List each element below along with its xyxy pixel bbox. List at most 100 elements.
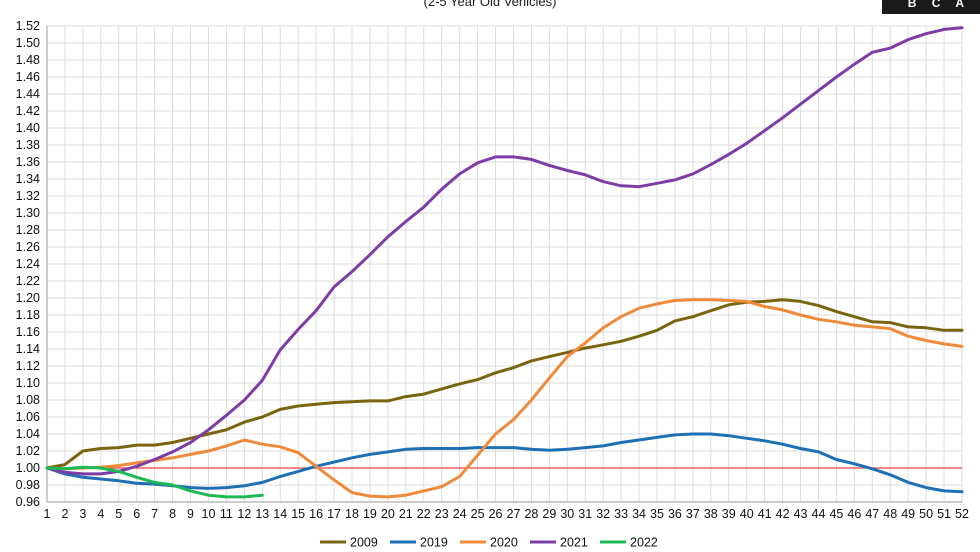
x-tick-label: 37 bbox=[686, 507, 700, 521]
x-tick-label: 47 bbox=[865, 507, 879, 521]
x-tick-label: 25 bbox=[471, 507, 485, 521]
x-tick-label: 51 bbox=[937, 507, 951, 521]
x-tick-label: 32 bbox=[596, 507, 610, 521]
y-tick-label: 1.26 bbox=[16, 240, 40, 254]
y-tick-label: 1.00 bbox=[16, 461, 40, 475]
series-line-2021 bbox=[45, 26, 964, 476]
x-tick-label: 2 bbox=[61, 507, 68, 521]
x-tick-label: 46 bbox=[847, 507, 861, 521]
x-tick-label: 50 bbox=[919, 507, 933, 521]
y-tick-label: 1.08 bbox=[16, 393, 40, 407]
y-tick-label: 1.02 bbox=[16, 444, 40, 458]
y-tick-label: 1.22 bbox=[16, 274, 40, 288]
x-tick-label: 29 bbox=[542, 507, 556, 521]
x-tick-label: 38 bbox=[704, 507, 718, 521]
legend-label-2021: 2021 bbox=[560, 536, 588, 550]
y-tick-label: 1.34 bbox=[16, 172, 40, 186]
x-tick-label: 20 bbox=[381, 507, 395, 521]
y-tick-label: 0.96 bbox=[16, 495, 40, 509]
x-tick-label: 24 bbox=[453, 507, 467, 521]
y-axis-tick-labels: 0.96 0.98 1.00 1.02 1.04 1.06 1.08 1.10 1.12 1.14… bbox=[16, 19, 40, 509]
x-tick-label: 49 bbox=[901, 507, 915, 521]
x-tick-label: 4 bbox=[97, 507, 104, 521]
y-tick-label: 1.52 bbox=[16, 19, 40, 33]
x-tick-label: 16 bbox=[309, 507, 323, 521]
series-line-2020 bbox=[45, 298, 964, 499]
legend: 2009 2019 2020 2021 2022 bbox=[320, 536, 658, 550]
chart-subtitle: (2-5 Year Old Vehicles) bbox=[423, 0, 557, 9]
y-tick-label: 1.06 bbox=[16, 410, 40, 424]
x-tick-label: 23 bbox=[435, 507, 449, 521]
x-tick-label: 7 bbox=[151, 507, 158, 521]
y-tick-label: 1.48 bbox=[16, 53, 40, 67]
x-tick-label: 10 bbox=[202, 507, 216, 521]
y-tick-label: 1.04 bbox=[16, 427, 40, 441]
x-tick-label: 22 bbox=[417, 507, 431, 521]
y-tick-label: 1.46 bbox=[16, 70, 40, 84]
x-tick-label: 8 bbox=[169, 507, 176, 521]
x-tick-label: 17 bbox=[327, 507, 341, 521]
y-tick-label: 1.12 bbox=[16, 359, 40, 373]
grid-lines bbox=[46, 25, 963, 503]
x-tick-label: 40 bbox=[740, 507, 754, 521]
x-tick-label: 33 bbox=[614, 507, 628, 521]
y-tick-label: 1.14 bbox=[16, 342, 40, 356]
y-tick-label: 1.44 bbox=[16, 87, 40, 101]
x-tick-label: 15 bbox=[291, 507, 305, 521]
series-line-2009 bbox=[45, 298, 964, 470]
series-line-2022 bbox=[45, 465, 264, 499]
y-tick-label: 1.32 bbox=[16, 189, 40, 203]
y-tick-label: 1.50 bbox=[16, 36, 40, 50]
x-tick-label: 30 bbox=[560, 507, 574, 521]
x-tick-label: 52 bbox=[955, 507, 969, 521]
x-tick-label: 41 bbox=[758, 507, 772, 521]
brand-logo: B C A bbox=[882, 0, 980, 14]
x-tick-label: 31 bbox=[578, 507, 592, 521]
x-tick-label: 27 bbox=[507, 507, 521, 521]
legend-label-2020: 2020 bbox=[490, 536, 518, 550]
x-tick-label: 6 bbox=[133, 507, 140, 521]
y-tick-label: 1.20 bbox=[16, 291, 40, 305]
y-tick-label: 1.42 bbox=[16, 104, 40, 118]
legend-label-2022: 2022 bbox=[630, 536, 658, 550]
y-tick-label: 1.28 bbox=[16, 223, 40, 237]
x-tick-label: 11 bbox=[220, 507, 233, 521]
legend-label-2019: 2019 bbox=[420, 536, 448, 550]
x-tick-label: 39 bbox=[722, 507, 736, 521]
x-tick-label: 26 bbox=[489, 507, 503, 521]
x-tick-label: 3 bbox=[79, 507, 86, 521]
legend-label-2009: 2009 bbox=[350, 536, 378, 550]
y-tick-label: 1.10 bbox=[16, 376, 40, 390]
x-tick-label: 13 bbox=[255, 507, 269, 521]
series-lines bbox=[45, 26, 964, 499]
x-tick-label: 21 bbox=[399, 507, 413, 521]
brand-logo-text: B C A bbox=[907, 0, 970, 10]
x-tick-label: 42 bbox=[776, 507, 790, 521]
y-tick-label: 1.30 bbox=[16, 206, 40, 220]
x-tick-label: 12 bbox=[237, 507, 251, 521]
x-tick-label: 43 bbox=[794, 507, 808, 521]
y-tick-label: 1.24 bbox=[16, 257, 40, 271]
x-tick-label: 34 bbox=[632, 507, 646, 521]
axes bbox=[46, 26, 962, 503]
y-tick-label: 1.40 bbox=[16, 121, 40, 135]
y-tick-label: 1.16 bbox=[16, 325, 40, 339]
x-tick-label: 35 bbox=[650, 507, 664, 521]
series-line-2019 bbox=[45, 432, 964, 494]
x-tick-label: 14 bbox=[273, 507, 287, 521]
x-tick-label: 5 bbox=[115, 507, 122, 521]
y-tick-label: 1.36 bbox=[16, 155, 40, 169]
x-tick-label: 48 bbox=[883, 507, 897, 521]
x-tick-label: 9 bbox=[187, 507, 194, 521]
x-tick-label: 1 bbox=[44, 507, 51, 521]
x-tick-label: 45 bbox=[829, 507, 843, 521]
x-axis-tick-labels: 1 2 3 4 5 6 7 8 9 10 11 12 13 14 15 16 17 18 19 20 21 22 23 24 2… bbox=[44, 507, 969, 521]
x-tick-label: 44 bbox=[812, 507, 826, 521]
x-tick-label: 19 bbox=[363, 507, 377, 521]
y-tick-label: 1.38 bbox=[16, 138, 40, 152]
y-tick-label: 0.98 bbox=[16, 478, 40, 492]
x-tick-label: 28 bbox=[524, 507, 538, 521]
y-tick-label: 1.18 bbox=[16, 308, 40, 322]
x-tick-label: 18 bbox=[345, 507, 359, 521]
